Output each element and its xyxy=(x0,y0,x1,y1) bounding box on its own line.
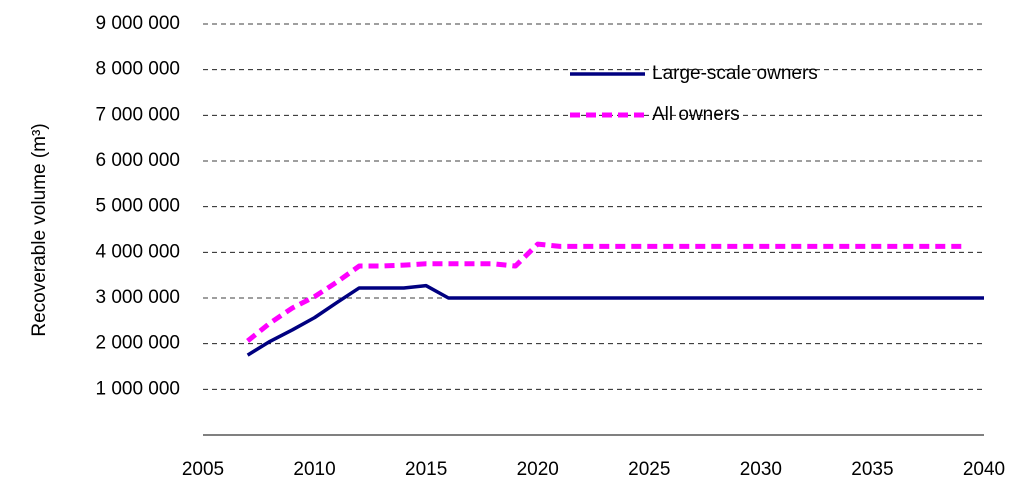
x-tick-label: 2025 xyxy=(628,459,670,480)
x-tick-label: 2005 xyxy=(182,459,224,480)
x-tick-label: 2030 xyxy=(740,459,782,480)
y-tick-label: 8 000 000 xyxy=(95,59,180,80)
y-tick-label: 5 000 000 xyxy=(95,196,180,217)
legend-label: Large-scale owners xyxy=(652,63,818,84)
x-tick-label: 2040 xyxy=(963,459,1005,480)
x-tick-label: 2020 xyxy=(517,459,559,480)
y-tick-label: 4 000 000 xyxy=(95,241,180,262)
y-tick-label: 2 000 000 xyxy=(95,333,180,354)
y-tick-label: 3 000 000 xyxy=(95,287,180,308)
x-tick-label: 2035 xyxy=(851,459,893,480)
y-axis-label: Recoverable volume (m³) xyxy=(29,123,50,336)
y-tick-label: 6 000 000 xyxy=(95,150,180,171)
y-tick-label: 1 000 000 xyxy=(95,378,180,399)
x-tick-label: 2010 xyxy=(293,459,335,480)
x-tick-label: 2015 xyxy=(405,459,447,480)
series-line xyxy=(246,241,962,343)
legend-label: All owners xyxy=(652,104,740,125)
y-tick-label: 9 000 000 xyxy=(95,13,180,34)
y-tick-label: 7 000 000 xyxy=(95,104,180,125)
series-line xyxy=(246,283,984,357)
